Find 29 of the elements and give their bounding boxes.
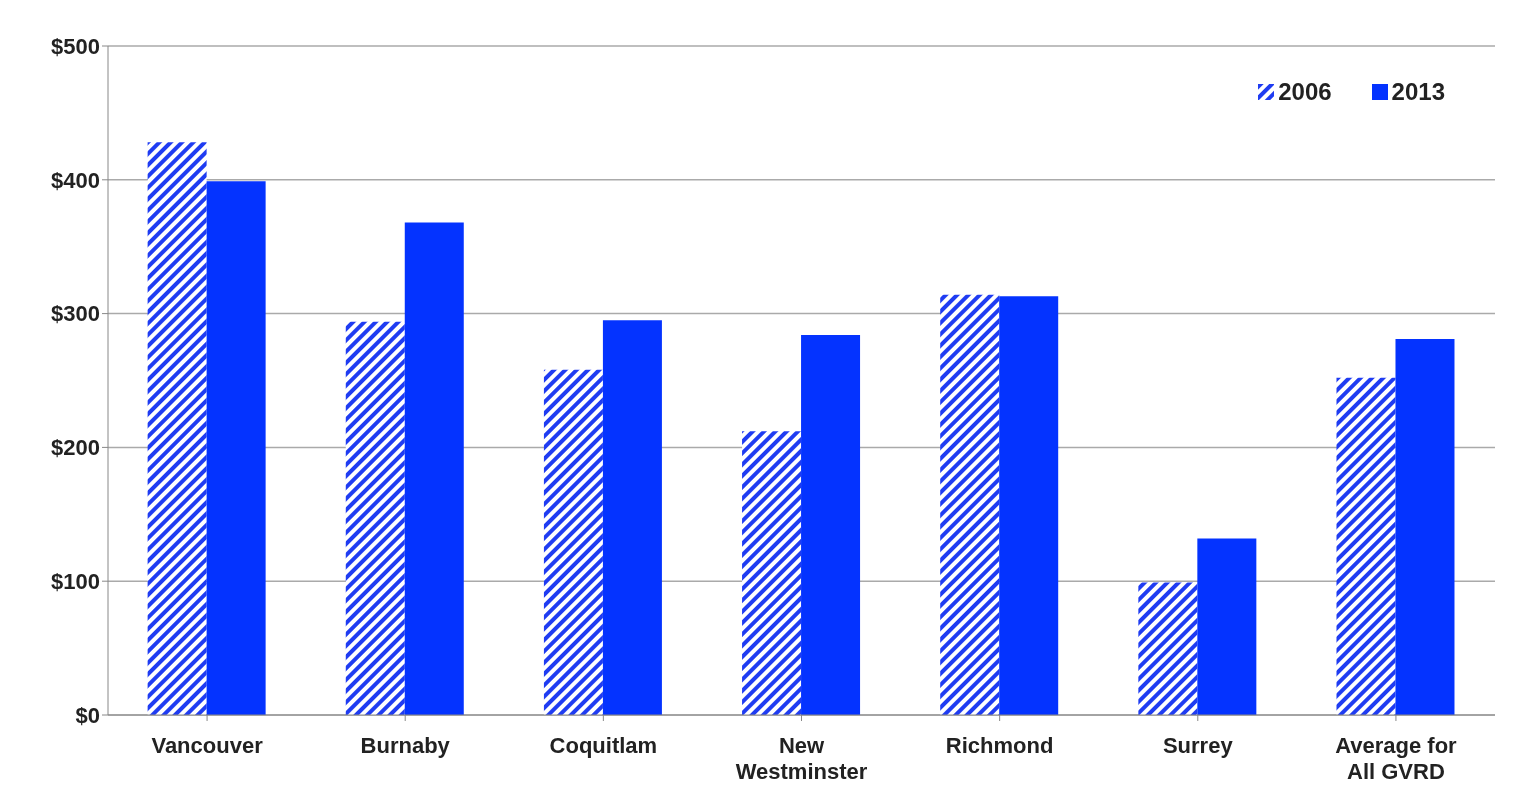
bar (206, 181, 266, 715)
x-tick-label: Average for All GVRD (1335, 733, 1458, 784)
x-tick-label: Richmond (945, 733, 1054, 758)
bar (147, 142, 207, 715)
bar (801, 335, 861, 715)
bar (742, 431, 802, 715)
bar (999, 296, 1059, 715)
x-tick-label: Surrey (1162, 733, 1234, 758)
legend-label: 2013 (1391, 78, 1445, 106)
y-tick-label: $400 (51, 167, 100, 193)
y-tick-label: $0 (75, 702, 100, 728)
bar (404, 222, 464, 715)
y-tick-label: $300 (51, 301, 100, 327)
bar (1395, 339, 1455, 715)
x-tick-label: New Westminster (735, 733, 868, 784)
y-tick-label: $200 (51, 435, 100, 461)
bar (1197, 538, 1257, 715)
bar (543, 369, 603, 715)
bar (1336, 377, 1396, 715)
y-tick-label: $500 (51, 33, 100, 59)
bar (602, 320, 662, 715)
x-tick-label: Vancouver (151, 733, 264, 758)
x-tick-label: Coquitlam (549, 733, 658, 758)
legend-label: 2006 (1278, 78, 1332, 106)
bar (1138, 582, 1198, 715)
y-tick-label: $100 (51, 569, 100, 595)
bar (940, 294, 1000, 715)
x-tick-label: Burnaby (360, 733, 451, 758)
bar (345, 321, 405, 715)
